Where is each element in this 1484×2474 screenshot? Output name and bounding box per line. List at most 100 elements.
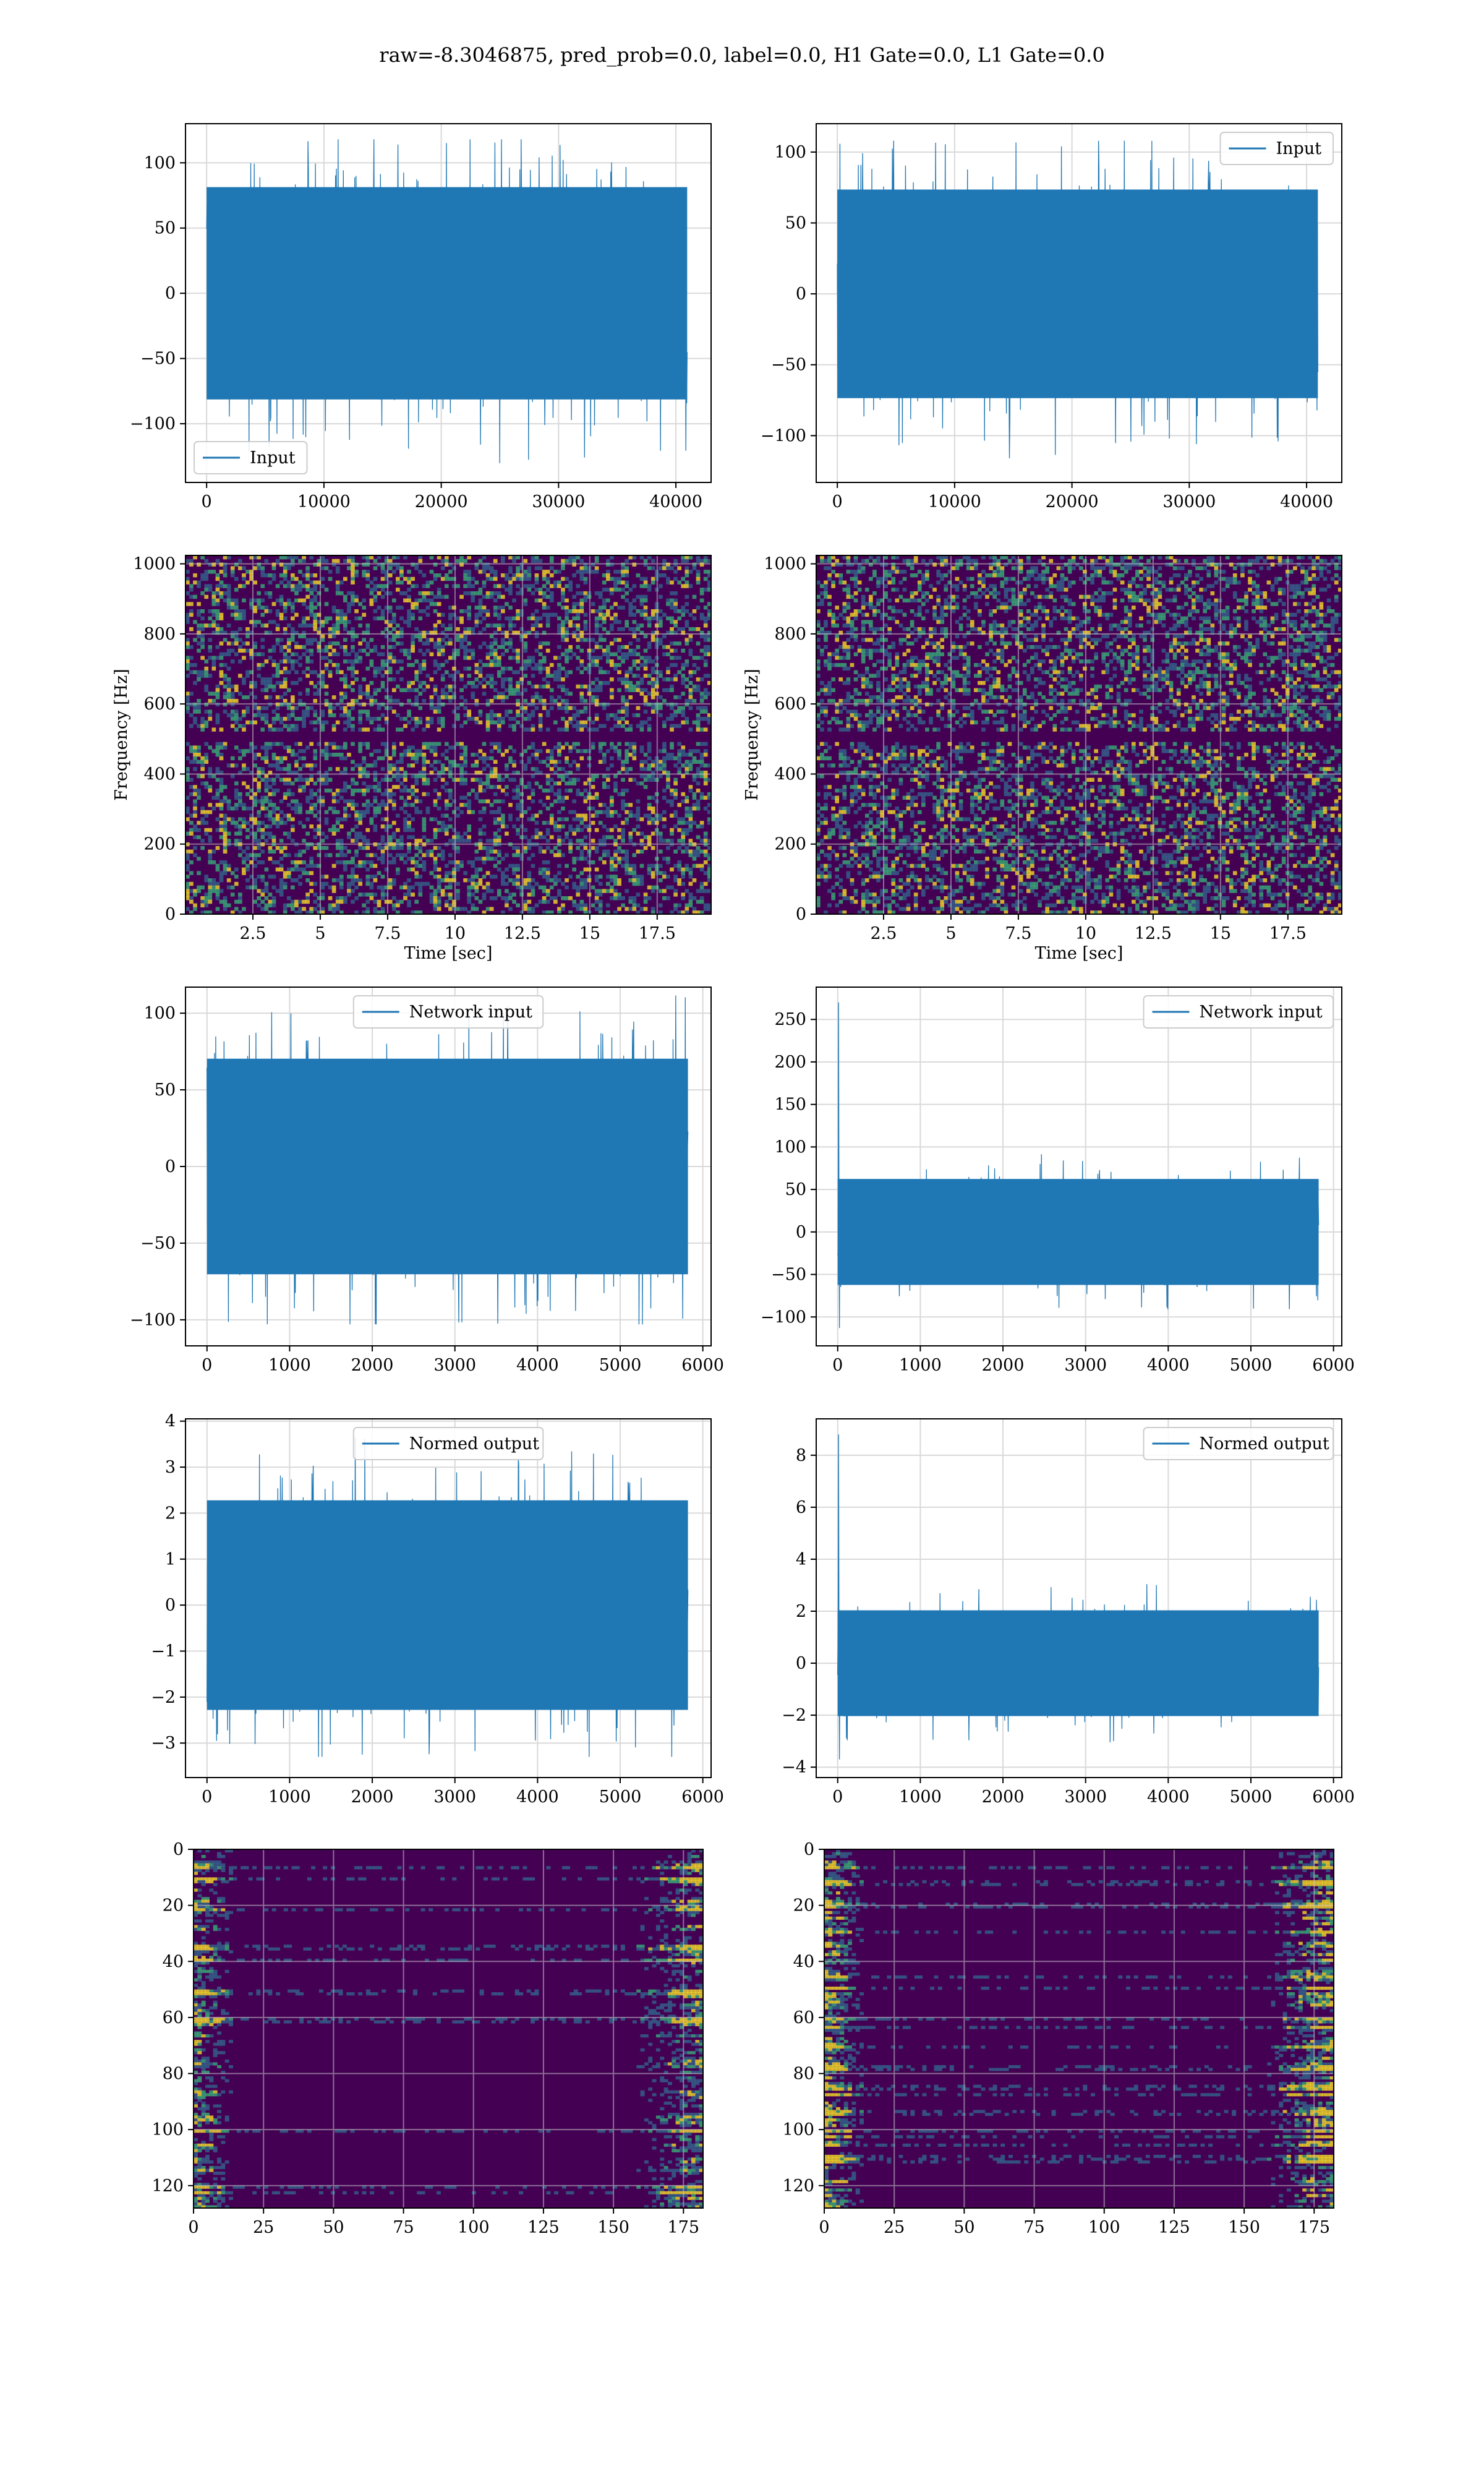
heatmap-cell (309, 602, 314, 606)
heatmap-cell (621, 821, 625, 825)
heatmap-cell (200, 720, 205, 725)
heatmap-cell (545, 674, 550, 678)
heatmap-cell (305, 641, 310, 646)
heatmap-cell (452, 652, 456, 656)
heatmap-cell (391, 753, 396, 757)
heatmap-cell (576, 839, 581, 843)
heatmap-cell (508, 777, 513, 782)
heatmap-cell (324, 789, 329, 793)
heatmap-cell (384, 867, 389, 871)
heatmap-cell (440, 559, 445, 563)
heatmap-cell (677, 695, 682, 700)
heatmap-cell (516, 584, 520, 588)
heatmap-cell (373, 875, 378, 879)
heatmap-cell (579, 663, 584, 667)
heatmap-cell (662, 875, 667, 879)
heatmap-cell (298, 645, 302, 649)
heatmap-cell (429, 598, 434, 602)
heatmap-cell (335, 789, 340, 793)
heatmap-cell (298, 774, 302, 779)
heatmap-cell (245, 821, 250, 825)
heatmap-cell (351, 630, 355, 635)
heatmap-cell (197, 677, 201, 682)
heatmap-cell (610, 659, 614, 664)
heatmap-cell (557, 835, 561, 839)
heatmap-cell (302, 630, 306, 635)
heatmap-cell (707, 871, 712, 875)
heatmap-cell (365, 742, 370, 746)
heatmap-cell (380, 742, 385, 746)
heatmap-cell (365, 684, 370, 689)
heatmap-cell (324, 771, 329, 775)
heatmap-cell (257, 562, 262, 567)
heatmap-cell (253, 763, 257, 768)
heatmap-cell (456, 616, 460, 620)
heatmap-cell (703, 749, 708, 753)
heatmap-cell (508, 666, 513, 671)
heatmap-cell (230, 713, 235, 717)
heatmap-cell (621, 594, 625, 599)
heatmap-cell (688, 763, 693, 768)
heatmap-cell (606, 570, 610, 574)
heatmap-cell (602, 849, 607, 854)
heatmap-cell (317, 580, 322, 584)
heatmap-cell (625, 760, 629, 764)
heatmap-cell (516, 609, 520, 614)
heatmap-cell (553, 853, 558, 857)
heatmap-cell (302, 559, 306, 563)
heatmap-cell (474, 623, 479, 628)
heatmap-cell (362, 771, 367, 775)
heatmap-cell (677, 749, 682, 753)
heatmap-cell (298, 821, 302, 825)
heatmap-cell (632, 620, 637, 624)
heatmap-cell (388, 777, 393, 782)
heatmap-cell (621, 659, 625, 664)
heatmap-cell (632, 674, 637, 678)
heatmap-cell (433, 627, 438, 631)
heatmap-cell (193, 799, 197, 803)
heatmap-cell (286, 789, 291, 793)
heatmap-cell (335, 817, 340, 821)
heatmap-cell (485, 845, 490, 850)
heatmap-cell (264, 795, 269, 800)
heatmap-cell (204, 724, 209, 728)
heatmap-cell (264, 756, 269, 761)
heatmap-cell (666, 645, 670, 649)
heatmap-cell (561, 588, 565, 592)
heatmap-cell (489, 742, 494, 746)
heatmap-cell (193, 835, 197, 839)
heatmap-cell (365, 559, 370, 563)
heatmap-cell (309, 612, 314, 617)
heatmap-cell (249, 807, 254, 811)
heatmap-cell (699, 648, 704, 653)
heatmap-cell (625, 857, 629, 861)
heatmap-cell (219, 641, 224, 646)
heatmap-cell (291, 706, 295, 710)
heatmap-cell (257, 753, 262, 757)
heatmap-cell (703, 576, 708, 581)
heatmap-cell (662, 742, 667, 746)
heatmap-cell (594, 774, 599, 779)
heatmap-cell (703, 795, 708, 800)
heatmap-cell (411, 612, 415, 617)
heatmap-cell (707, 857, 712, 861)
heatmap-cell (606, 670, 610, 674)
heatmap-cell (422, 767, 427, 771)
heatmap-cell (234, 699, 239, 703)
heatmap-cell (493, 598, 498, 602)
heatmap-cell (283, 606, 288, 610)
heatmap-cell (527, 845, 532, 850)
heatmap-cell (331, 648, 336, 653)
heatmap-cell (448, 695, 453, 700)
heatmap-cell (471, 717, 475, 721)
heatmap-cell (313, 835, 318, 839)
heatmap-cell (485, 594, 490, 599)
heatmap-cell (414, 627, 419, 631)
heatmap-cell (230, 612, 235, 617)
heatmap-cell (673, 763, 678, 768)
heatmap-cell (681, 663, 686, 667)
heatmap-cell (275, 727, 280, 732)
heatmap-cell (339, 789, 344, 793)
heatmap-cell (542, 677, 547, 682)
heatmap-cell (422, 771, 427, 775)
